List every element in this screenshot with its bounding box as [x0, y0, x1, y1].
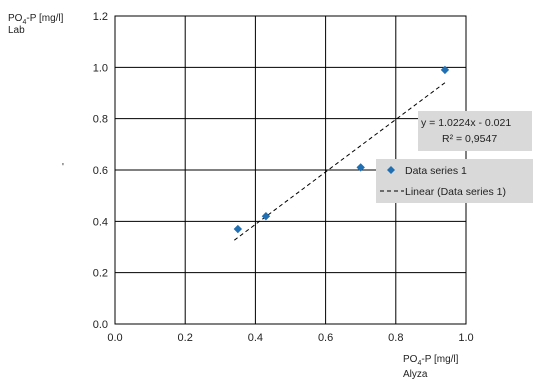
x-axis-title: PO4-P [mg/l]: [403, 354, 459, 367]
x-tick-labels: 0.0 0.2 0.4 0.6 0.8 1.0: [107, 332, 473, 344]
y-tick-label: 0.2: [93, 268, 108, 280]
x-tick-label: 0.2: [178, 332, 193, 344]
equation-box-bg: [418, 111, 532, 151]
y-tick-label: 0.0: [93, 319, 108, 331]
y-tick-labels: 0.0 0.2 0.4 0.6 0.8 1.0 1.2: [93, 11, 108, 331]
data-point: [440, 65, 450, 75]
legend-entry-trendline: Linear (Data series 1): [405, 186, 506, 198]
x-axis-title-sub: 4: [417, 360, 421, 367]
data-point: [356, 163, 365, 172]
y-tick-label: 0.4: [93, 216, 108, 228]
y-tick-label: 1.0: [93, 62, 108, 74]
y-tick-label: 1.2: [93, 11, 108, 23]
x-tick-label: 0.4: [248, 332, 263, 344]
x-axis-title-line2: Alyza: [403, 369, 428, 380]
y-tick-label: 0.8: [93, 114, 108, 126]
data-point: [261, 212, 271, 221]
x-tick-label: 0.6: [318, 332, 333, 344]
x-tick-label: 0.8: [388, 332, 403, 344]
equation-box: y = 1.0224x - 0.021 R² = 0,9547: [418, 111, 532, 151]
x-tick-label: 1.0: [458, 332, 473, 344]
x-axis-title-suffix: -P [mg/l]: [421, 354, 458, 365]
data-point: [233, 224, 243, 234]
y-axis-title-line2: Lab: [8, 25, 25, 36]
trendline-r2: R² = 0,9547: [442, 133, 497, 145]
y-axis-title: PO4-P [mg/l]: [8, 13, 64, 26]
trendline-equation: y = 1.0224x - 0.021: [421, 117, 511, 129]
legend-entry-series: Data series 1: [405, 165, 467, 177]
y-axis-title-sub: 4: [22, 19, 26, 26]
x-axis-title-prefix: PO: [403, 354, 418, 365]
legend: Data series 1 Linear (Data series 1): [376, 159, 533, 203]
trendline: [234, 82, 446, 241]
y-tick-label: 0.6: [93, 165, 108, 177]
legend-bg: [376, 159, 533, 203]
y-axis-title-suffix: -P [mg/l]: [26, 13, 63, 24]
y-axis-title-prefix: PO: [8, 13, 23, 24]
data-points: [233, 65, 450, 234]
stray-mark: ': [62, 162, 64, 173]
x-tick-label: 0.0: [107, 332, 122, 344]
legend-marker-icon: [387, 166, 395, 174]
